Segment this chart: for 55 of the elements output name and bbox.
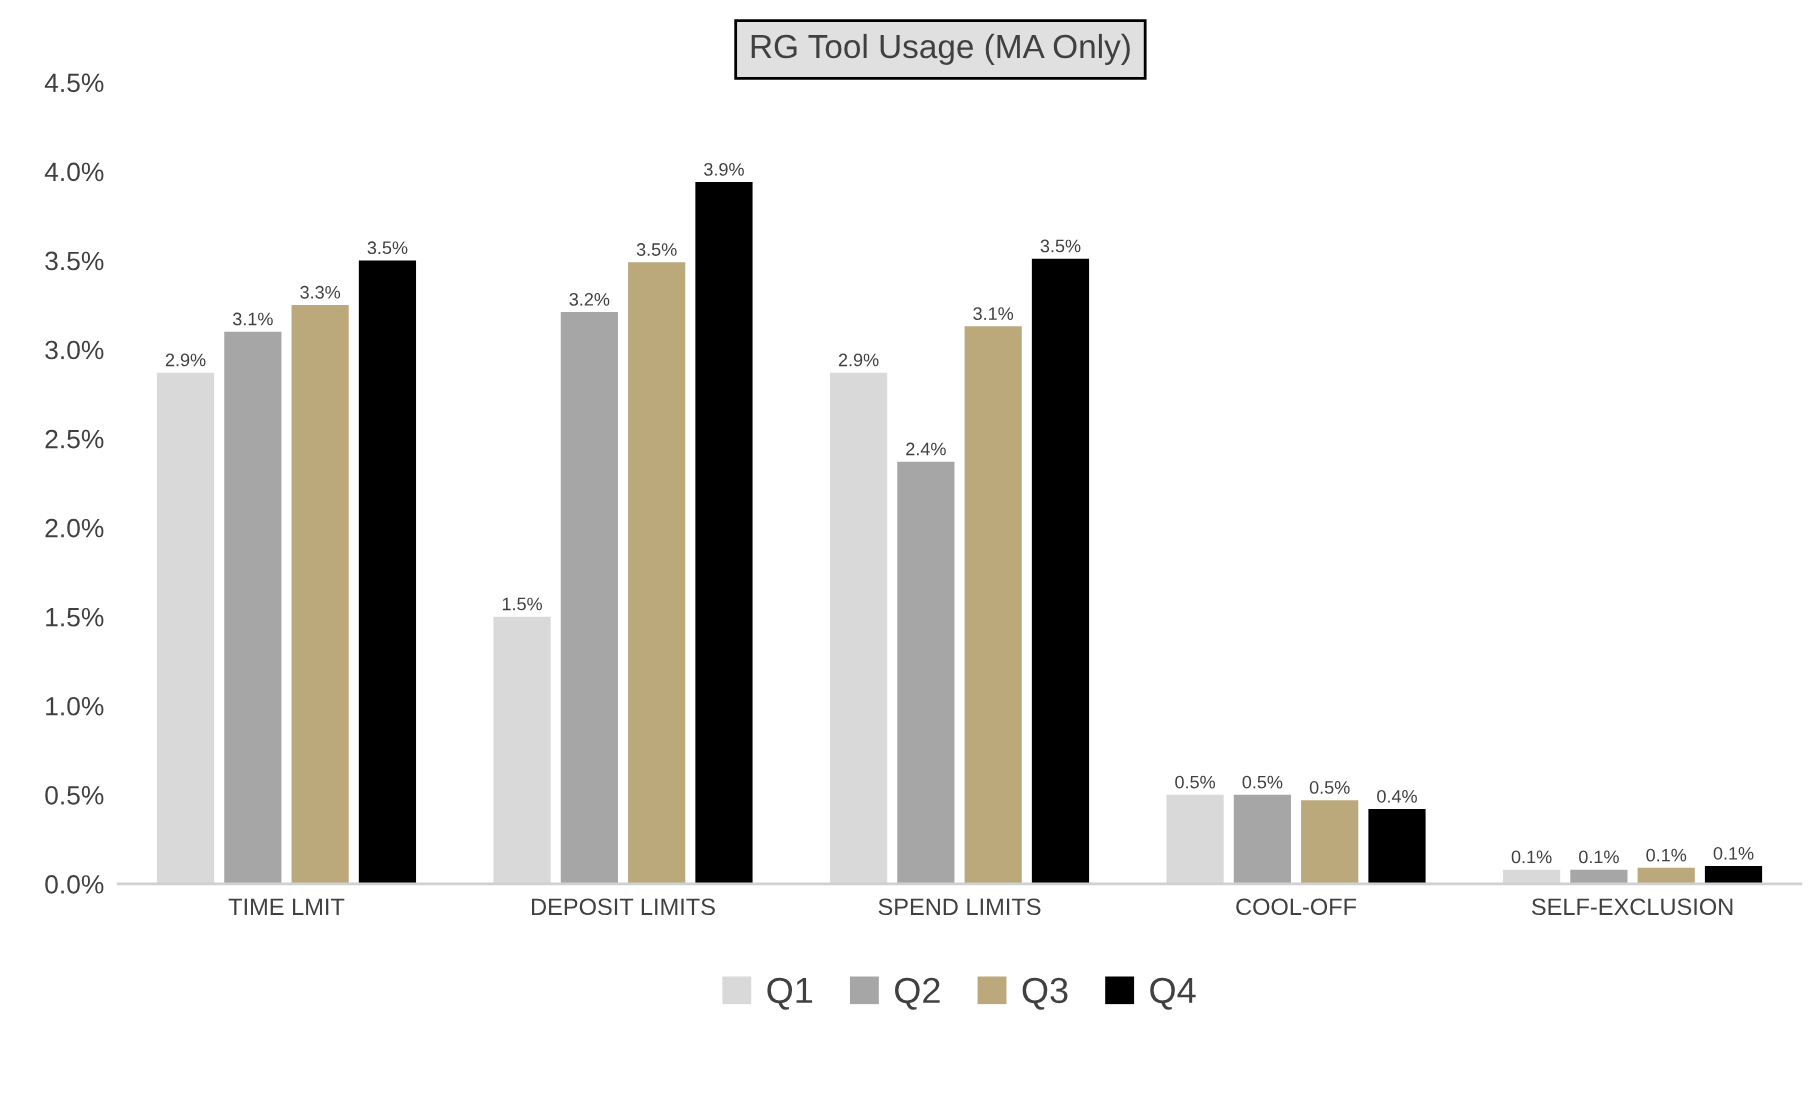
y-tick-label: 2.5% — [45, 429, 104, 449]
bar — [224, 331, 282, 884]
bar — [1301, 800, 1359, 884]
bar — [964, 326, 1022, 884]
data-label: 0.1% — [1511, 850, 1552, 864]
data-label: 1.5% — [502, 597, 542, 611]
y-tick-label: 3.5% — [45, 251, 104, 271]
bar — [628, 262, 686, 884]
data-label: 2.9% — [165, 353, 206, 367]
legend-label: Q1 — [767, 977, 813, 1010]
bar — [1368, 809, 1426, 884]
legend-label: Q4 — [1150, 977, 1196, 1010]
bar — [1031, 258, 1090, 884]
data-label: 3.9% — [704, 162, 744, 176]
data-label: 3.5% — [367, 241, 408, 255]
bar — [291, 305, 349, 884]
bar — [560, 312, 618, 884]
data-label: 3.1% — [232, 312, 273, 326]
y-tick-label: 1.0% — [46, 696, 104, 716]
data-label: 3.3% — [300, 285, 341, 299]
data-label: 0.4% — [1377, 789, 1417, 803]
y-tick-label: 3.0% — [45, 340, 104, 360]
x-tick-label: TIME LMIT — [228, 898, 345, 915]
bar — [358, 260, 417, 884]
bar — [1570, 869, 1628, 884]
y-tick-label: 1.5% — [46, 607, 104, 627]
legend-label: Q2 — [895, 977, 940, 1010]
x-tick-label: SELF-EXCLUSION — [1531, 898, 1733, 916]
data-label: 0.5% — [1175, 775, 1216, 789]
x-tick-label: SPEND LIMITS — [878, 898, 1041, 916]
data-label: 0.1% — [1579, 850, 1619, 864]
data-label: 0.5% — [1309, 781, 1350, 794]
bar — [897, 461, 955, 884]
data-label: 0.1% — [1646, 848, 1687, 862]
data-label: 3.5% — [1040, 239, 1081, 253]
data-label: 3.1% — [973, 307, 1014, 321]
x-tick-label: COOL-OFF — [1236, 898, 1357, 916]
data-label: 3.2% — [569, 292, 610, 306]
legend-label: Q3 — [1022, 977, 1068, 1010]
y-tick-label: 2.0% — [45, 518, 104, 538]
bar — [1233, 794, 1291, 884]
bar — [1704, 866, 1763, 884]
bar — [695, 182, 753, 884]
x-tick-label: DEPOSIT LIMITS — [532, 898, 715, 916]
data-label: 3.5% — [636, 243, 677, 256]
y-tick-label: 4.5% — [44, 73, 104, 93]
bar — [1637, 867, 1695, 884]
y-tick-label: 4.0% — [44, 162, 104, 182]
y-tick-label: 0.5% — [45, 785, 104, 805]
y-tick-label: 0.0% — [45, 875, 104, 894]
data-label: 0.1% — [1713, 846, 1754, 860]
data-label: 0.5% — [1242, 775, 1283, 789]
data-label: 2.9% — [838, 353, 879, 367]
chart-title: RG Tool Usage (MA Only) — [751, 33, 1130, 65]
data-label: 2.4% — [906, 442, 946, 456]
